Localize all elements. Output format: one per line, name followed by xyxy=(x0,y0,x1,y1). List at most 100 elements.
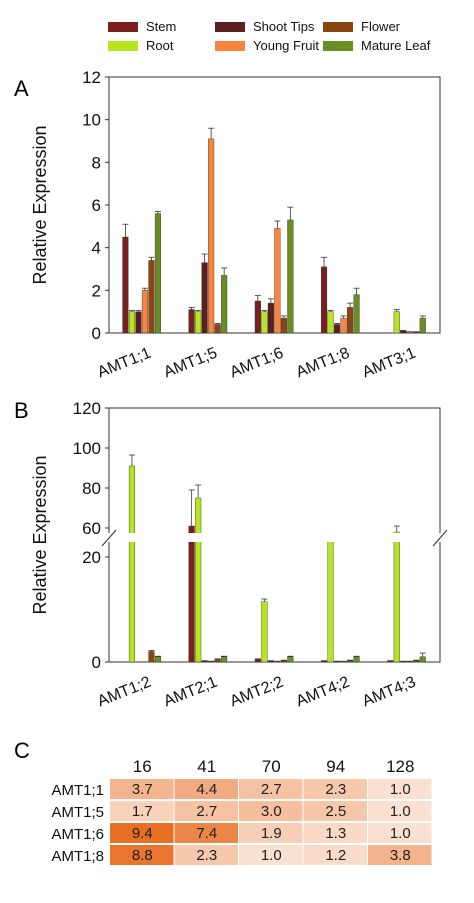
heatmap-value: 4.4 xyxy=(196,781,217,798)
bar xyxy=(353,656,360,663)
bar xyxy=(122,236,129,334)
bar xyxy=(148,260,155,334)
legend-label: Shoot Tips xyxy=(253,19,315,34)
y-tick-label: 12 xyxy=(82,68,101,87)
x-tick-label: AMT1;2 xyxy=(95,674,153,711)
heatmap-value: 1.3 xyxy=(325,825,346,842)
y-tick-label: 20 xyxy=(82,548,101,567)
y-tick-label: 6 xyxy=(92,196,101,215)
legend-swatch xyxy=(323,41,353,51)
heatmap-value: 1.2 xyxy=(325,847,346,864)
y-tick-label: 0 xyxy=(92,324,101,343)
bar xyxy=(340,317,347,334)
bar xyxy=(221,275,228,334)
axis-break-mark xyxy=(432,529,448,547)
heatmap-value: 2.7 xyxy=(261,781,282,798)
bar xyxy=(267,660,274,663)
bar xyxy=(201,660,208,663)
heatmap-cell xyxy=(110,779,174,799)
heatmap-cell xyxy=(110,823,174,843)
heatmap-value: 1.9 xyxy=(261,825,282,842)
y-tick-label: 80 xyxy=(82,479,101,498)
bar xyxy=(387,660,394,663)
bar xyxy=(321,660,328,663)
bar xyxy=(267,302,274,334)
y-tick-label: 60 xyxy=(82,519,101,538)
panel-label-c: C xyxy=(14,738,30,763)
bar xyxy=(274,228,281,334)
heatmap-value: 2.3 xyxy=(325,781,346,798)
x-tick-label: AMT1;1 xyxy=(95,345,153,382)
bar xyxy=(148,651,155,663)
bar xyxy=(254,300,261,334)
bar xyxy=(154,656,162,663)
bar xyxy=(419,317,426,334)
bar xyxy=(128,465,136,663)
heatmap-value: 2.7 xyxy=(196,803,217,820)
x-tick-label: AMT1;8 xyxy=(294,345,352,382)
heatmap-column-label: 128 xyxy=(386,757,414,776)
heatmap-value: 1.0 xyxy=(390,781,411,798)
heatmap-row-label: AMT1;8 xyxy=(51,848,104,865)
heatmap-value: 2.3 xyxy=(196,847,217,864)
panel-label-b: B xyxy=(14,398,29,423)
bar xyxy=(353,294,360,334)
chart-b: 0 20 60 80 100 120 AMT1;2 AMT2;1 AMT2;2 AMT4;2 AMT… xyxy=(30,399,450,710)
bar xyxy=(141,290,149,334)
legend-label: Mature Leaf xyxy=(361,38,431,53)
chart-a: 0 2 4 6 8 10 12 AMT1;1 AMT1;5 AMT1;6 AMT1;8 AMT3;1 R… xyxy=(30,68,441,382)
x-tick-label: AMT4;3 xyxy=(360,674,418,711)
heatmap-value: 3.0 xyxy=(261,803,282,820)
chart-c: 16 41 70 94 128 AMT1;1 3.7 4.4 2.7 2.3 1.0 AMT1;5 1.… xyxy=(51,757,432,865)
heatmap-cell xyxy=(239,801,303,821)
heatmap-column-label: 16 xyxy=(133,757,152,776)
heatmap-cell xyxy=(368,801,432,821)
heatmap-value: 8.8 xyxy=(132,847,153,864)
heatmap-cell xyxy=(239,823,303,843)
bar xyxy=(188,525,195,663)
heatmap-value: 9.4 xyxy=(132,825,153,842)
x-tick-label: AMT2;1 xyxy=(161,674,219,711)
legend: Stem Root Shoot Tips Young Fruit Flower Matur… xyxy=(108,19,431,53)
legend-label: Young Fruit xyxy=(253,38,319,53)
heatmap-cell xyxy=(110,845,174,865)
bar xyxy=(188,309,195,334)
x-tick-label: AMT4;2 xyxy=(294,674,352,711)
bar xyxy=(393,531,400,663)
y-axis-label: Relative Expression xyxy=(30,125,50,284)
heatmap-cell xyxy=(239,845,303,865)
heatmap-row-label: AMT1;5 xyxy=(51,804,104,821)
legend-swatch xyxy=(323,22,353,32)
heatmap-row-label: AMT1;6 xyxy=(51,826,104,843)
bar xyxy=(419,656,426,663)
heatmap-cell xyxy=(303,823,367,843)
legend-label: Root xyxy=(146,38,174,53)
bar xyxy=(135,311,142,334)
x-tick-label: AMT1;6 xyxy=(228,345,286,382)
bar xyxy=(261,601,268,663)
y-tick-label: 2 xyxy=(92,281,101,300)
bar xyxy=(327,538,334,663)
legend-swatch xyxy=(215,22,245,32)
legend-label: Flower xyxy=(361,19,401,34)
x-tick-label: AMT3;1 xyxy=(360,345,418,382)
bar xyxy=(195,497,202,663)
bar xyxy=(280,660,287,663)
heatmap-value: 3.8 xyxy=(390,847,411,864)
panel-label-a: A xyxy=(14,76,29,101)
legend-swatch xyxy=(108,22,138,32)
bar xyxy=(208,138,215,334)
heatmap-cell xyxy=(368,823,432,843)
bar xyxy=(334,324,341,334)
heatmap-cell xyxy=(368,779,432,799)
heatmap-cell xyxy=(303,801,367,821)
axis-break-gap xyxy=(100,533,450,542)
heatmap-value: 3.7 xyxy=(132,781,153,798)
heatmap-cell xyxy=(174,823,238,843)
bar xyxy=(254,659,261,663)
y-tick-label: 10 xyxy=(82,111,101,130)
heatmap-value: 2.5 xyxy=(325,803,346,820)
heatmap-value: 1.0 xyxy=(390,825,411,842)
bar xyxy=(321,266,328,334)
bar xyxy=(347,307,354,334)
